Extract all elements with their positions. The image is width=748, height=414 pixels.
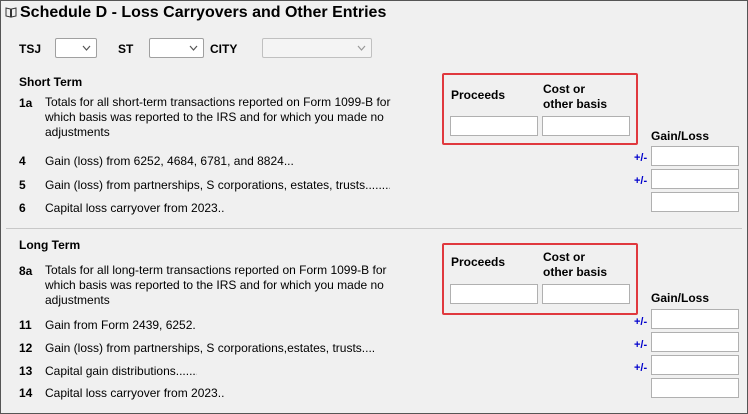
line-1a-text-3: adjustments <box>45 125 110 139</box>
proceeds-label-long: Proceeds <box>451 255 506 269</box>
book-icon <box>5 7 17 18</box>
line-6-gainloss-input[interactable] <box>651 192 739 212</box>
section-divider <box>6 228 742 229</box>
cost-label-short-2: other basis <box>543 97 608 111</box>
line-4-text: Gain (loss) from 6252, 4684, 6781, and 8… <box>45 154 293 168</box>
line-14-text: Capital loss carryover from 2023........… <box>45 386 225 400</box>
line-1a-text-1: Totals for all short-term transactions r… <box>45 95 391 109</box>
line-4-gainloss-input[interactable] <box>651 146 739 166</box>
line-14-number: 14 <box>19 386 33 400</box>
line-4-number: 4 <box>19 154 26 168</box>
tsj-select[interactable] <box>55 38 97 58</box>
line-1a-text-2: which basis was reported to the IRS and … <box>45 110 384 124</box>
chevron-down-icon <box>357 45 366 51</box>
line-12-text: Gain (loss) from partnerships, S corpora… <box>45 341 375 355</box>
line-11-gainloss-input[interactable] <box>651 309 739 329</box>
line-12-number: 12 <box>19 341 33 355</box>
proceeds-input-short[interactable] <box>450 116 538 136</box>
line-6-number: 6 <box>19 201 26 215</box>
line-11-text: Gain from Form 2439, 6252...............… <box>45 318 195 332</box>
line-8a-text-3: adjustments <box>45 293 110 307</box>
line-12-gainloss-input[interactable] <box>651 332 739 352</box>
chevron-down-icon <box>189 45 198 51</box>
city-select[interactable] <box>262 38 372 58</box>
page-title: Schedule D - Loss Carryovers and Other E… <box>20 4 387 21</box>
st-select[interactable] <box>149 38 204 58</box>
highlight-box-long <box>442 243 638 315</box>
cost-label-long-2: other basis <box>543 265 608 279</box>
line-5-number: 5 <box>19 178 26 192</box>
gainloss-label-short: Gain/Loss <box>651 129 710 143</box>
line-11-plus-minus[interactable]: +/- <box>634 316 648 328</box>
city-label: CITY <box>210 42 238 56</box>
line-13-plus-minus[interactable]: +/- <box>634 362 648 374</box>
cost-basis-input-long[interactable] <box>542 284 630 304</box>
line-1a-number: 1a <box>19 96 33 110</box>
line-14-gainloss-input[interactable] <box>651 378 739 398</box>
cost-basis-input-short[interactable] <box>542 116 630 136</box>
chevron-down-icon <box>82 45 91 51</box>
line-5-gainloss-input[interactable] <box>651 169 739 189</box>
line-11-number: 11 <box>19 318 32 332</box>
line-5-text: Gain (loss) from partnerships, S corpora… <box>45 178 390 192</box>
long-term-heading: Long Term <box>19 238 81 252</box>
cost-label-short-1: Cost or <box>543 82 585 96</box>
line-13-gainloss-input[interactable] <box>651 355 739 375</box>
line-8a-number: 8a <box>19 264 33 278</box>
short-term-heading: Short Term <box>19 75 83 89</box>
gainloss-label-long: Gain/Loss <box>651 291 710 305</box>
line-8a-text-1: Totals for all long-term transactions re… <box>45 263 387 277</box>
line-8a-text-2: which basis was reported to the IRS and … <box>45 278 384 292</box>
proceeds-label-short: Proceeds <box>451 88 506 102</box>
proceeds-input-long[interactable] <box>450 284 538 304</box>
line-12-plus-minus[interactable]: +/- <box>634 339 648 351</box>
line-5-plus-minus[interactable]: +/- <box>634 175 648 187</box>
line-13-number: 13 <box>19 364 33 378</box>
line-13-text: Capital gain distributions..............… <box>45 364 197 378</box>
cost-label-long-1: Cost or <box>543 250 585 264</box>
st-label: ST <box>118 42 134 56</box>
line-4-plus-minus[interactable]: +/- <box>634 152 648 164</box>
highlight-box-short <box>442 73 638 145</box>
tsj-label: TSJ <box>19 42 42 56</box>
line-6-text: Capital loss carryover from 2023........… <box>45 201 225 215</box>
